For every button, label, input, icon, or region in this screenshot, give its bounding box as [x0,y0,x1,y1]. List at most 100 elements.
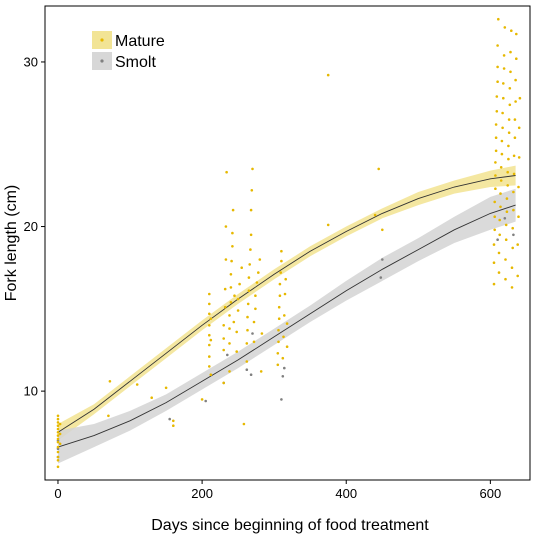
data-point-mature [515,57,518,60]
data-point-mature [208,292,211,296]
data-point-mature [505,197,509,200]
data-point-mature [502,96,505,100]
data-point-mature [231,231,234,235]
data-point-mature [517,156,521,159]
data-point-mature [276,363,280,367]
data-point-mature [517,126,521,130]
data-point-mature [58,442,62,446]
plot-frame [44,5,531,481]
x-axis-title: Days since beginning of food treatment [151,517,429,534]
data-point-mature [516,274,519,278]
data-point-mature [208,343,211,347]
data-point-mature [249,208,253,212]
data-point-mature [501,126,504,130]
data-point-mature [246,315,249,319]
data-point-mature [502,67,506,70]
data-point-smolt [379,276,383,279]
data-point-mature [56,424,60,428]
data-point-smolt [496,238,499,241]
data-point-mature [516,243,519,246]
data-point-mature [246,302,250,306]
data-point-mature [233,294,236,298]
data-point-mature [247,276,251,279]
data-point-mature [499,205,502,209]
data-point-mature [381,228,384,232]
data-point-mature [246,328,249,332]
data-point-mature [510,286,514,289]
plot-area [56,17,522,469]
data-point-mature [208,355,211,358]
data-point-mature [513,136,517,139]
data-point-mature [499,179,503,182]
data-point-mature [276,352,280,355]
data-point-mature [279,271,283,274]
data-point-mature [235,350,238,353]
data-point-mature [506,184,510,187]
data-point-mature [108,380,112,383]
data-point-mature [277,305,281,309]
data-point-mature [277,340,280,344]
data-point-mature [494,174,497,177]
data-point-mature [501,111,504,115]
data-point-mature [278,294,282,298]
data-point-mature [135,383,139,386]
data-point-mature [259,370,263,373]
data-point-mature [504,277,507,281]
data-point-mature [502,82,505,85]
data-point-mature [499,192,502,195]
data-point-mature [209,338,213,342]
x-tick-label: 200 [191,486,213,501]
data-point-mature [497,17,500,21]
data-point-mature [509,70,512,74]
data-point-mature [252,340,256,344]
data-point-mature [56,455,60,459]
data-point-mature [228,342,231,345]
data-point-mature [497,251,501,255]
data-point-smolt [512,233,515,237]
data-point-mature [232,320,236,324]
y-tick-label: 30 [24,54,38,69]
data-point-mature [250,189,254,192]
data-point-mature [507,157,510,161]
data-point-mature [281,356,285,360]
data-point-mature [58,432,62,436]
data-point-mature [285,322,289,325]
data-point-mature [208,333,211,337]
data-point-mature [515,32,518,36]
data-point-mature [231,245,234,248]
data-point-mature [514,78,517,82]
data-point-mature [512,172,516,176]
data-point-smolt [503,217,507,220]
data-point-mature [510,29,513,32]
data-point-mature [283,314,286,317]
data-point-mature [56,459,60,462]
data-point-mature [494,161,497,164]
data-point-mature [200,398,204,401]
data-point-mature [493,200,497,204]
data-point-mature [255,281,259,284]
data-point-mature [236,309,240,312]
data-point-mature [254,307,257,311]
data-point-mature [514,100,517,103]
axes: 0 200 400 600 10 20 30 [24,54,502,501]
legend-dot-mature [100,38,104,42]
data-point-mature [496,80,499,83]
data-point-mature [251,167,254,171]
data-point-mature [285,345,289,349]
data-point-mature [513,118,517,121]
data-point-mature [58,422,62,426]
data-point-mature [209,373,213,377]
data-point-mature [280,259,283,263]
data-point-mature [228,314,231,317]
y-axis-title: Fork length (cm) [3,185,20,301]
data-point-mature [282,335,285,339]
data-point-mature [258,258,262,261]
fit-line-mature [57,175,516,433]
data-point-mature [229,273,233,276]
data-point-smolt [245,368,249,372]
data-point-mature [254,294,257,298]
data-point-mature [504,238,508,241]
y-tick-label: 10 [24,384,38,399]
data-point-mature [56,417,60,421]
